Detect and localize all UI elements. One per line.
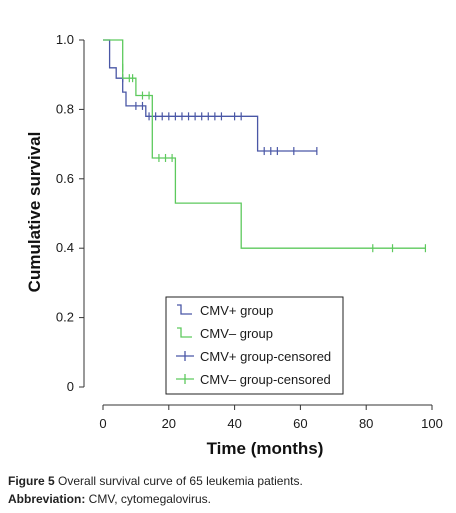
x-tick-label: 0: [99, 416, 106, 431]
y-tick-label: 0.8: [56, 101, 74, 116]
legend-label: CMV– group: [200, 326, 273, 341]
x-ticks: 0 20 40 60 80 100: [99, 405, 443, 431]
plot-area: 0 0.2 0.4 0.6 0.8 1.0 0 20 40 60 80 100: [56, 32, 443, 431]
legend-items: CMV+ group CMV– group CMV+ group-censored C…: [176, 303, 331, 387]
abbreviation-text: CMV, cytomegalovirus.: [85, 492, 211, 506]
y-ticks: 0 0.2 0.4 0.6 0.8 1.0: [56, 32, 84, 394]
x-tick-label: 80: [359, 416, 373, 431]
abbreviation-label: Abbreviation:: [8, 492, 86, 506]
y-axis-title: Cumulative survival: [25, 132, 44, 293]
figure-label: Figure 5: [8, 474, 55, 488]
y-tick-label: 0.6: [56, 171, 74, 186]
x-tick-label: 40: [227, 416, 241, 431]
x-tick-label: 20: [162, 416, 176, 431]
figure-caption: Figure 5 Overall survival curve of 65 le…: [8, 474, 303, 488]
x-axis-title: Time (months): [207, 439, 324, 458]
legend-box: [165, 296, 344, 395]
series-layer: [103, 39, 427, 253]
legend-label: CMV– group-censored: [200, 372, 331, 387]
survival-chart: 0 0.2 0.4 0.6 0.8 1.0 0 20 40 60 80 100 Cumulative…: [25, 32, 443, 458]
y-tick-label: 0: [67, 379, 74, 394]
x-tick-label: 60: [293, 416, 307, 431]
legend-line-swatch: [177, 327, 192, 338]
legend-line-swatch: [177, 304, 192, 315]
legend: CMV+ group CMV– group CMV+ group-censored C…: [165, 296, 344, 395]
legend-label: CMV+ group: [200, 303, 273, 318]
y-tick-label: 0.2: [56, 310, 74, 325]
x-tick-label: 100: [421, 416, 443, 431]
series-line-1: [103, 39, 426, 249]
y-tick-label: 0.4: [56, 240, 74, 255]
legend-label: CMV+ group-censored: [200, 349, 331, 364]
abbreviation-note: Abbreviation: CMV, cytomegalovirus.: [8, 492, 211, 506]
series-line-0: [103, 39, 317, 152]
figure-text: Overall survival curve of 65 leukemia pa…: [54, 474, 303, 488]
y-tick-label: 1.0: [56, 32, 74, 47]
